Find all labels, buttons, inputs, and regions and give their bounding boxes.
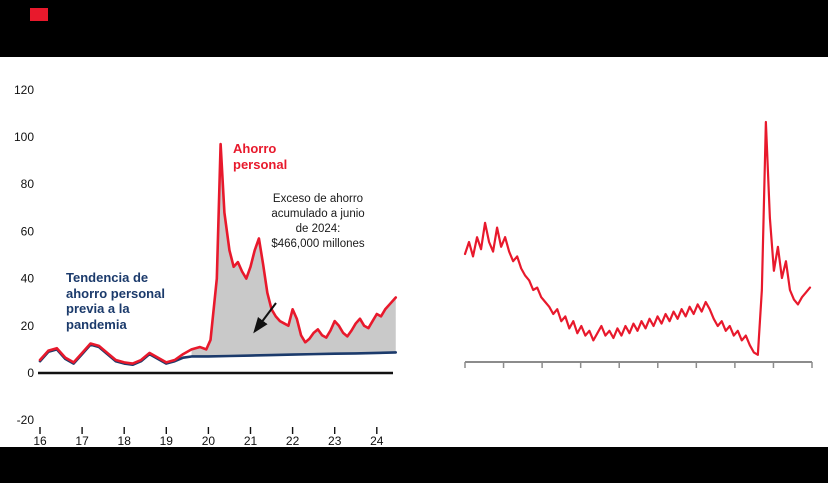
pre-pandemic-trend-label: Tendencia de ahorro personal previa a la… bbox=[66, 270, 165, 332]
y-axis-label: 20 bbox=[21, 319, 35, 333]
x-axis-label: 23 bbox=[328, 434, 342, 448]
x-axis-label: 20 bbox=[202, 434, 216, 448]
y-axis-label: 40 bbox=[21, 272, 35, 286]
x-axis-label: 19 bbox=[160, 434, 174, 448]
x-axis-label: 24 bbox=[370, 434, 384, 448]
y-axis-label: 100 bbox=[14, 130, 34, 144]
left-chart: 16 17 18 19 20 21 22 23 24 120 100 80 60 40 20 0 -20 bbox=[14, 83, 398, 448]
right-series-line bbox=[463, 120, 812, 356]
x-axis-label: 21 bbox=[244, 434, 258, 448]
annotation-arrow-icon bbox=[253, 302, 277, 334]
y-axis-label: 60 bbox=[21, 224, 35, 238]
ahorro-personal-label: Ahorro personal bbox=[233, 141, 288, 172]
x-axis-label: 18 bbox=[118, 434, 132, 448]
y-axis-label: 80 bbox=[21, 177, 35, 191]
brand-accent-square bbox=[30, 8, 48, 21]
y-axis-label: -20 bbox=[17, 413, 35, 427]
x-axis-label: 16 bbox=[33, 434, 47, 448]
chart-panel bbox=[0, 57, 828, 447]
x-axis-label: 22 bbox=[286, 434, 300, 448]
ahorro-personal-line bbox=[38, 142, 398, 365]
excess-savings-area bbox=[191, 144, 396, 357]
right-chart bbox=[463, 120, 813, 368]
y-axis-label: 0 bbox=[27, 366, 34, 380]
x-axis-label: 17 bbox=[75, 434, 89, 448]
excess-savings-note: Exceso de ahorro acumulado a junio de 20… bbox=[271, 193, 365, 250]
y-axis-label: 120 bbox=[14, 83, 34, 97]
